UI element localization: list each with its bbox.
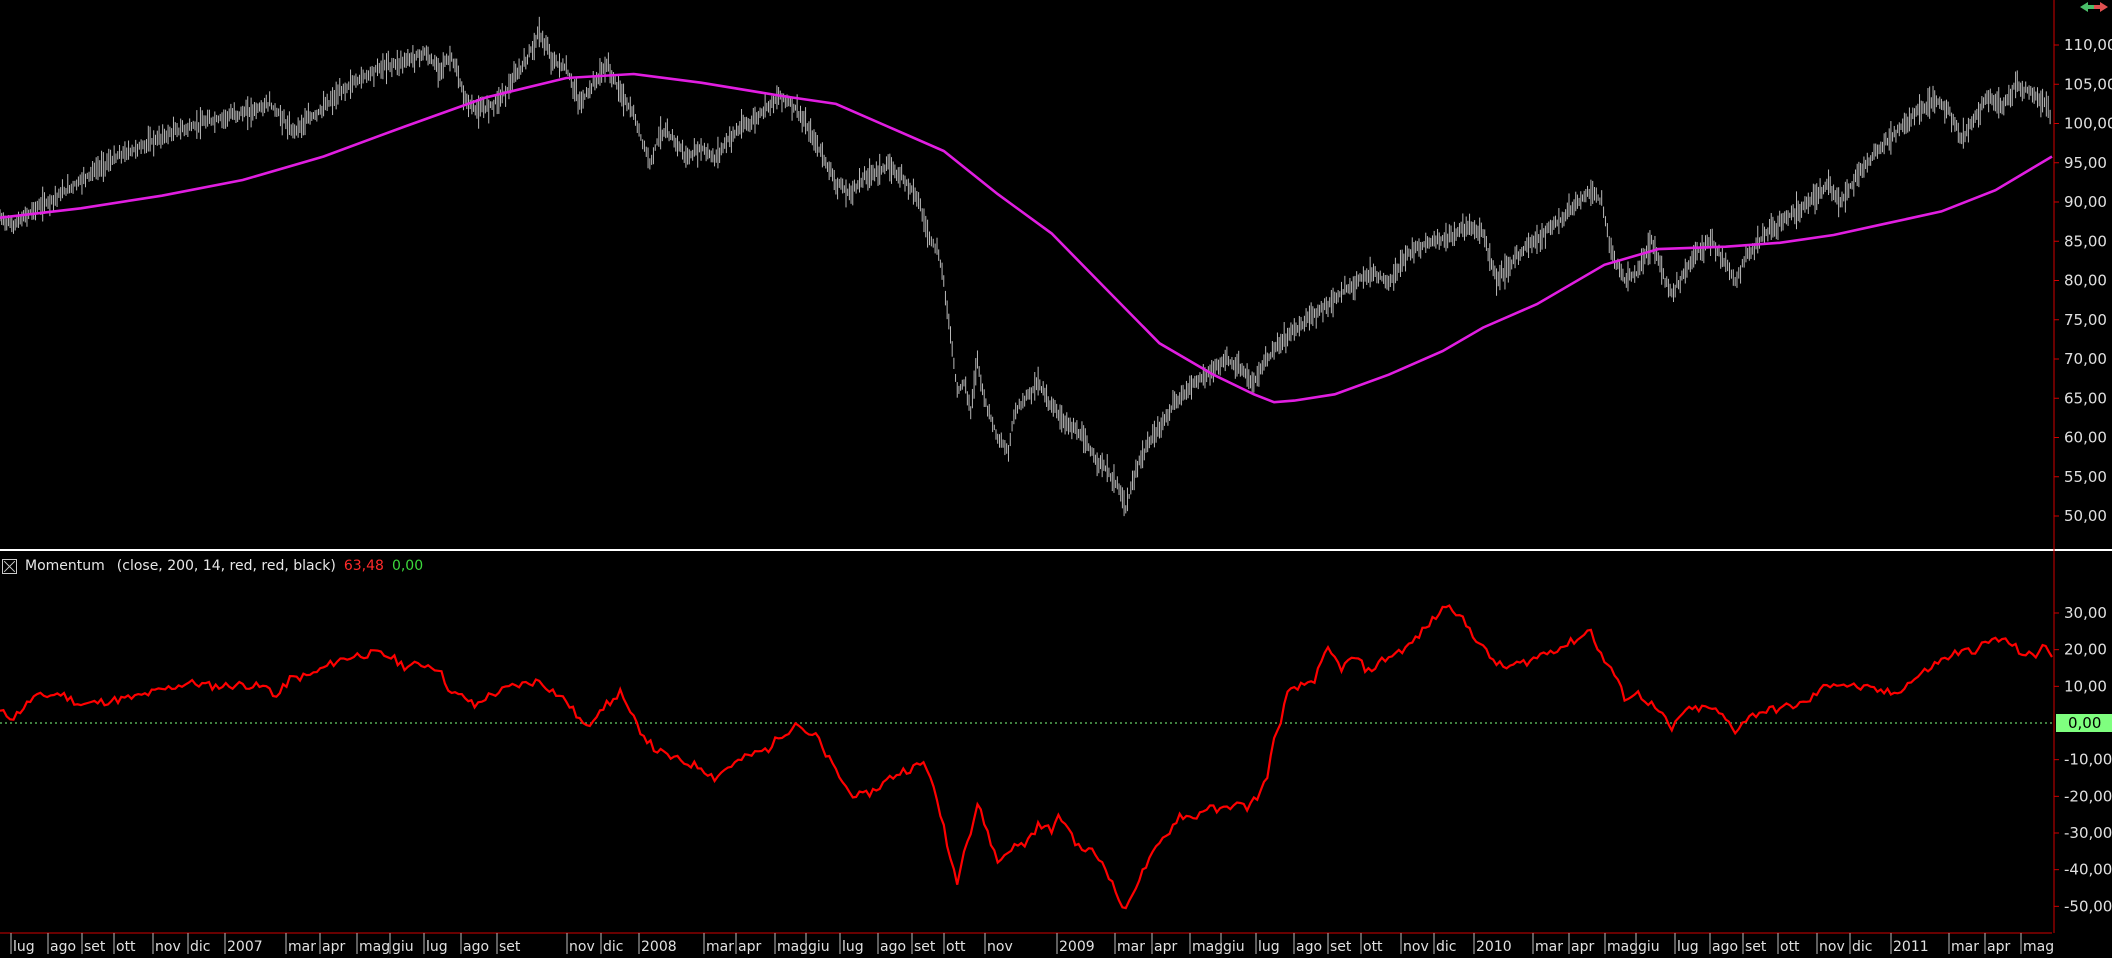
x-tick-label: ott	[946, 939, 966, 954]
x-tick-label: ott	[116, 939, 136, 954]
price-y-tick-label: 60,00	[2064, 429, 2107, 447]
moving-average-line	[0, 72, 2053, 404]
x-tick-label: giu	[1223, 939, 1245, 954]
x-tick-label: giu	[392, 939, 414, 954]
x-tick-label: apr	[1987, 939, 2010, 954]
indicator-name[interactable]: Momentum	[25, 558, 105, 574]
x-tick-label: apr	[1571, 939, 1594, 954]
x-tick-label: lug	[1258, 939, 1280, 954]
momentum-y-tick-label: -40,00	[2064, 861, 2112, 879]
close-box-icon[interactable]	[2, 558, 17, 574]
x-tick-label: dic	[603, 939, 623, 954]
x-tick-label: lug	[842, 939, 864, 954]
x-tick-label: mag	[359, 939, 390, 954]
momentum-y-tick-label: -10,00	[2064, 751, 2112, 769]
x-tick-label: dic	[1852, 939, 1872, 954]
zero-value-badge-label: 0,00	[2068, 714, 2101, 732]
price-y-tick-label: 55,00	[2064, 468, 2107, 486]
x-tick-label: dic	[1436, 939, 1456, 954]
x-tick-label: mag	[1607, 939, 1638, 954]
x-tick-label: nov	[155, 939, 181, 954]
x-tick-label: ago	[463, 939, 489, 954]
indicator-reference-value: 0,00	[391, 558, 424, 574]
x-tick-label: set	[1330, 939, 1352, 954]
x-tick-label: 2011	[1893, 939, 1929, 954]
x-tick-label: ago	[50, 939, 76, 954]
x-tick-label: set	[84, 939, 106, 954]
x-tick-label: lug	[13, 939, 35, 954]
x-tick-label: apr	[1154, 939, 1177, 954]
x-tick-label: ago	[1296, 939, 1322, 954]
x-tick-label: mar	[1117, 939, 1145, 954]
x-tick-label: lug	[426, 939, 448, 954]
x-tick-label: nov	[1403, 939, 1429, 954]
x-tick-label: ago	[880, 939, 906, 954]
double-arrow-icon[interactable]	[2078, 0, 2110, 14]
momentum-y-tick-label: 10,00	[2064, 677, 2107, 695]
x-tick-label: mar	[1951, 939, 1979, 954]
x-tick-label: mag	[777, 939, 808, 954]
indicator-legend: Momentum (close, 200, 14, red, red, blac…	[2, 555, 423, 577]
x-tick-label: set	[499, 939, 521, 954]
price-y-tick-label: 85,00	[2064, 232, 2107, 250]
x-tick-label: set	[1745, 939, 1767, 954]
price-y-tick-label: 65,00	[2064, 389, 2107, 407]
price-y-tick-label: 95,00	[2064, 154, 2107, 172]
momentum-y-tick-label: -50,00	[2064, 897, 2112, 915]
x-tick-label: nov	[1819, 939, 1845, 954]
x-tick-label: mar	[288, 939, 316, 954]
x-tick-label: apr	[322, 939, 345, 954]
x-tick-label: 2007	[227, 939, 263, 954]
price-y-tick-label: 110,00	[2064, 36, 2112, 54]
momentum-y-tick-label: -20,00	[2064, 787, 2112, 805]
x-tick-label: nov	[987, 939, 1013, 954]
x-tick-label: apr	[738, 939, 761, 954]
x-tick-label: ott	[1780, 939, 1800, 954]
x-tick-label: 2010	[1476, 939, 1512, 954]
x-tick-label: lug	[1677, 939, 1699, 954]
price-y-tick-label: 105,00	[2064, 75, 2112, 93]
x-tick-label: nov	[569, 939, 595, 954]
momentum-y-tick-label: -30,00	[2064, 824, 2112, 842]
x-tick-label: set	[914, 939, 936, 954]
x-tick-label: mag	[1192, 939, 1223, 954]
x-tick-label: ago	[1712, 939, 1738, 954]
momentum-y-tick-label: 20,00	[2064, 641, 2107, 659]
x-tick-label: giu	[808, 939, 830, 954]
price-y-tick-label: 90,00	[2064, 193, 2107, 211]
price-y-tick-label: 100,00	[2064, 115, 2112, 133]
indicator-params: (close, 200, 14, red, red, black)	[116, 558, 336, 574]
x-tick-label: 2009	[1059, 939, 1095, 954]
momentum-y-tick-label: 30,00	[2064, 604, 2107, 622]
price-y-tick-label: 70,00	[2064, 350, 2107, 368]
x-tick-label: mar	[1535, 939, 1563, 954]
price-y-tick-label: 75,00	[2064, 311, 2107, 329]
x-tick-label: mar	[706, 939, 734, 954]
price-y-tick-label: 80,00	[2064, 272, 2107, 290]
x-tick-label: mag	[2023, 939, 2054, 954]
x-tick-label: ott	[1363, 939, 1383, 954]
zero-value-badge	[2056, 714, 2112, 732]
x-tick-label: giu	[1638, 939, 1660, 954]
momentum-line	[0, 604, 2053, 910]
indicator-current-value: 63,48	[343, 558, 384, 574]
price-y-tick-label: 50,00	[2064, 507, 2107, 525]
x-tick-label: 2008	[641, 939, 677, 954]
x-tick-label: dic	[190, 939, 210, 954]
